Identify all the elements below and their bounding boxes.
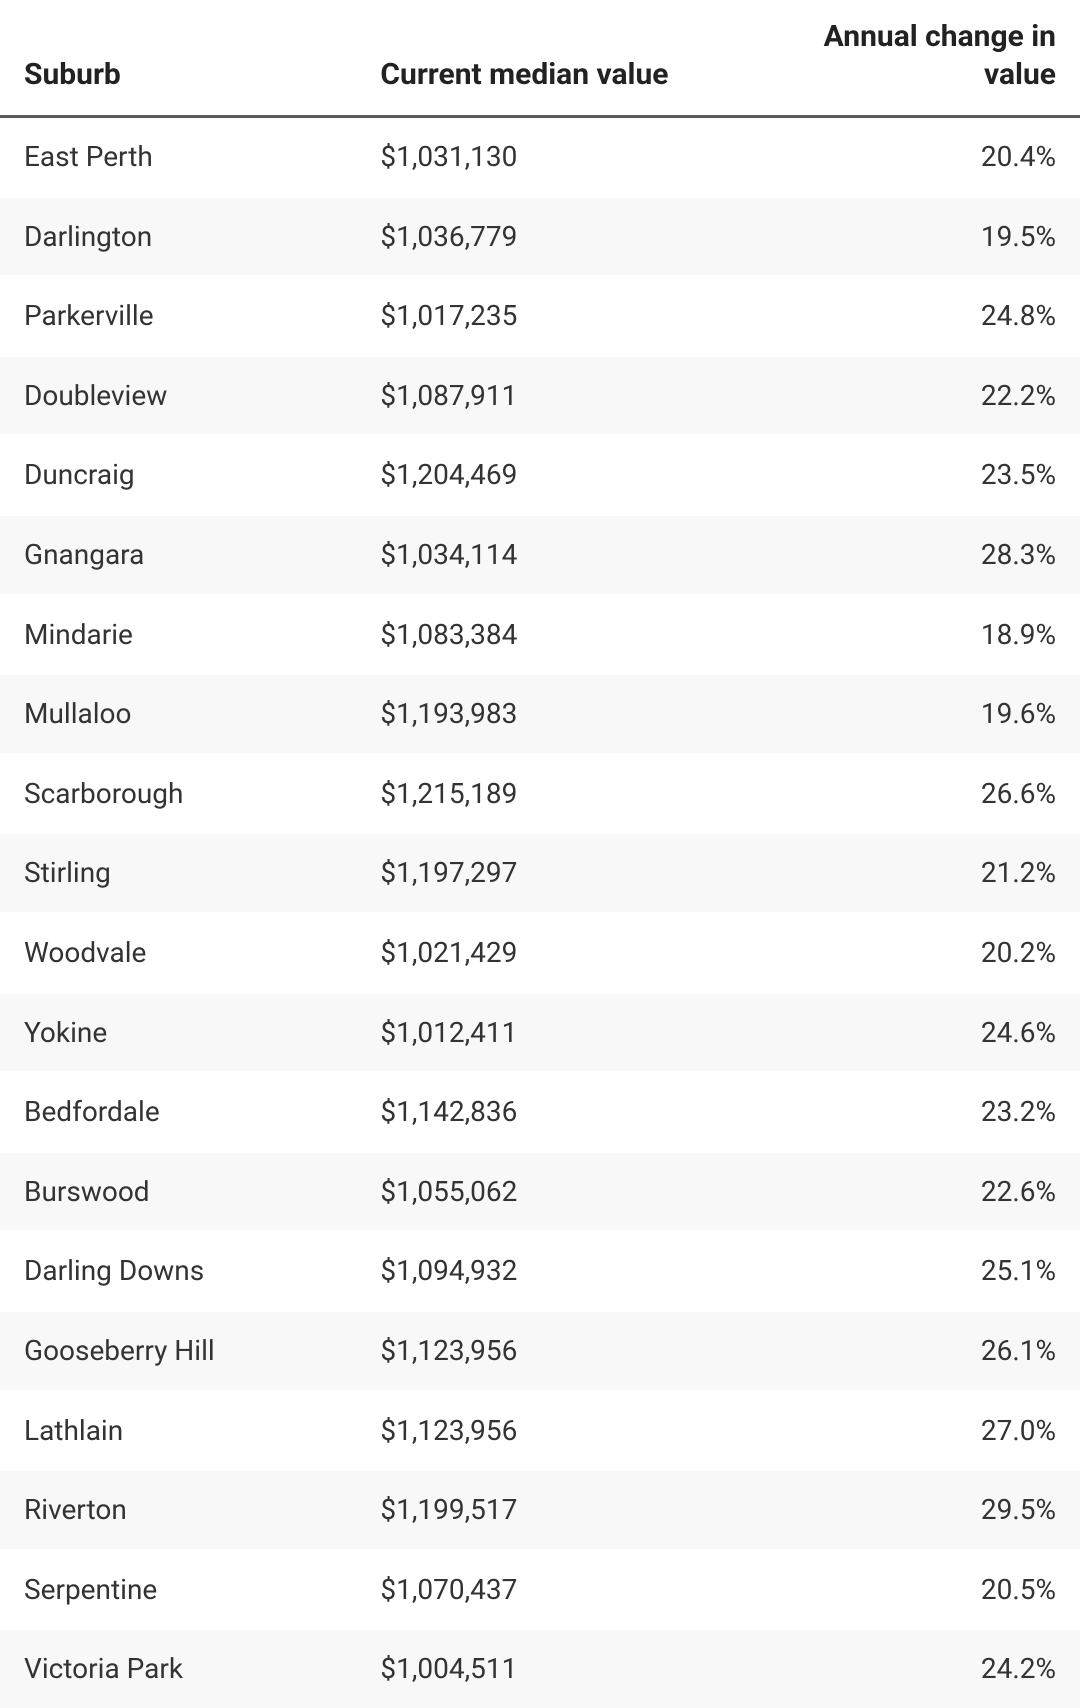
cell-suburb: Gnangara: [0, 515, 356, 595]
cell-suburb: Mindarie: [0, 595, 356, 675]
cell-change: 20.2%: [734, 913, 1080, 993]
cell-suburb: Scarborough: [0, 754, 356, 834]
table-row: Darling Downs$1,094,93225.1%: [0, 1231, 1080, 1311]
cell-suburb: Woodvale: [0, 913, 356, 993]
cell-suburb: Bedfordale: [0, 1072, 356, 1152]
cell-value: $1,055,062: [356, 1152, 734, 1232]
table-row: East Perth$1,031,13020.4%: [0, 117, 1080, 197]
table-row: Victoria Park$1,004,51124.2%: [0, 1629, 1080, 1708]
column-header-suburb: Suburb: [0, 0, 356, 117]
cell-value: $1,123,956: [356, 1391, 734, 1471]
table-row: Lathlain$1,123,95627.0%: [0, 1391, 1080, 1471]
cell-value: $1,215,189: [356, 754, 734, 834]
cell-change: 22.6%: [734, 1152, 1080, 1232]
cell-value: $1,021,429: [356, 913, 734, 993]
cell-change: 20.4%: [734, 117, 1080, 197]
cell-value: $1,197,297: [356, 833, 734, 913]
cell-value: $1,094,932: [356, 1231, 734, 1311]
cell-change: 26.1%: [734, 1311, 1080, 1391]
suburb-value-table: Suburb Current median value Annual chang…: [0, 0, 1080, 1708]
cell-value: $1,199,517: [356, 1470, 734, 1550]
cell-suburb: Victoria Park: [0, 1629, 356, 1708]
table-row: Gnangara$1,034,11428.3%: [0, 515, 1080, 595]
table-row: Serpentine$1,070,43720.5%: [0, 1550, 1080, 1630]
table-row: Stirling$1,197,29721.2%: [0, 833, 1080, 913]
cell-value: $1,036,779: [356, 197, 734, 277]
cell-suburb: Duncraig: [0, 435, 356, 515]
cell-change: 24.6%: [734, 993, 1080, 1073]
cell-change: 26.6%: [734, 754, 1080, 834]
cell-suburb: Riverton: [0, 1470, 356, 1550]
cell-change: 28.3%: [734, 515, 1080, 595]
cell-value: $1,070,437: [356, 1550, 734, 1630]
cell-change: 29.5%: [734, 1470, 1080, 1550]
cell-change: 19.6%: [734, 674, 1080, 754]
table-row: Gooseberry Hill$1,123,95626.1%: [0, 1311, 1080, 1391]
cell-change: 24.8%: [734, 276, 1080, 356]
cell-suburb: Lathlain: [0, 1391, 356, 1471]
cell-suburb: Doubleview: [0, 356, 356, 436]
cell-change: 23.2%: [734, 1072, 1080, 1152]
cell-change: 23.5%: [734, 435, 1080, 515]
cell-value: $1,034,114: [356, 515, 734, 595]
cell-value: $1,142,836: [356, 1072, 734, 1152]
table-row: Doubleview$1,087,91122.2%: [0, 356, 1080, 436]
cell-change: 21.2%: [734, 833, 1080, 913]
column-header-change: Annual change in value: [734, 0, 1080, 117]
table-row: Yokine$1,012,41124.6%: [0, 993, 1080, 1073]
cell-suburb: Stirling: [0, 833, 356, 913]
cell-value: $1,031,130: [356, 117, 734, 197]
cell-change: 24.2%: [734, 1629, 1080, 1708]
table-row: Woodvale$1,021,42920.2%: [0, 913, 1080, 993]
table-row: Mindarie$1,083,38418.9%: [0, 595, 1080, 675]
cell-suburb: Mullaloo: [0, 674, 356, 754]
cell-suburb: Darlington: [0, 197, 356, 277]
table-row: Mullaloo$1,193,98319.6%: [0, 674, 1080, 754]
table-header-row: Suburb Current median value Annual chang…: [0, 0, 1080, 117]
cell-change: 22.2%: [734, 356, 1080, 436]
cell-value: $1,012,411: [356, 993, 734, 1073]
cell-change: 19.5%: [734, 197, 1080, 277]
table-row: Darlington$1,036,77919.5%: [0, 197, 1080, 277]
table-body: East Perth$1,031,13020.4%Darlington$1,03…: [0, 117, 1080, 1708]
cell-suburb: Gooseberry Hill: [0, 1311, 356, 1391]
cell-value: $1,123,956: [356, 1311, 734, 1391]
cell-suburb: Yokine: [0, 993, 356, 1073]
cell-suburb: Burswood: [0, 1152, 356, 1232]
cell-change: 25.1%: [734, 1231, 1080, 1311]
cell-change: 20.5%: [734, 1550, 1080, 1630]
table-row: Duncraig$1,204,46923.5%: [0, 435, 1080, 515]
cell-suburb: East Perth: [0, 117, 356, 197]
cell-change: 18.9%: [734, 595, 1080, 675]
cell-value: $1,004,511: [356, 1629, 734, 1708]
cell-suburb: Darling Downs: [0, 1231, 356, 1311]
cell-suburb: Parkerville: [0, 276, 356, 356]
cell-value: $1,083,384: [356, 595, 734, 675]
cell-value: $1,017,235: [356, 276, 734, 356]
table-row: Bedfordale$1,142,83623.2%: [0, 1072, 1080, 1152]
cell-value: $1,087,911: [356, 356, 734, 436]
column-header-value: Current median value: [356, 0, 734, 117]
cell-value: $1,204,469: [356, 435, 734, 515]
cell-value: $1,193,983: [356, 674, 734, 754]
cell-change: 27.0%: [734, 1391, 1080, 1471]
table-row: Parkerville$1,017,23524.8%: [0, 276, 1080, 356]
table-row: Riverton$1,199,51729.5%: [0, 1470, 1080, 1550]
table-row: Scarborough$1,215,18926.6%: [0, 754, 1080, 834]
table-row: Burswood$1,055,06222.6%: [0, 1152, 1080, 1232]
cell-suburb: Serpentine: [0, 1550, 356, 1630]
